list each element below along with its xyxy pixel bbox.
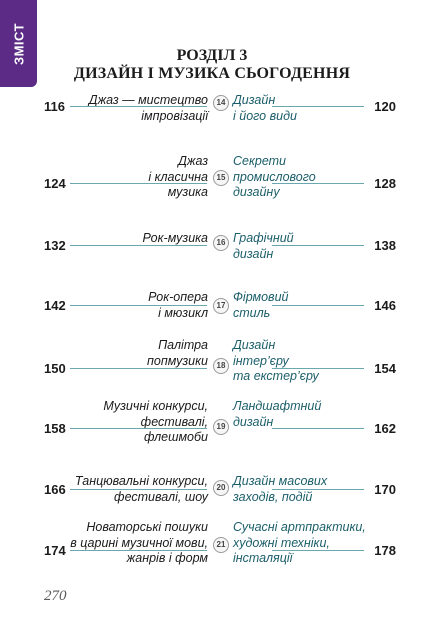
- leader-line-right: [272, 305, 364, 306]
- lesson-number-badge: 20: [213, 480, 229, 496]
- section-subtitle: ДИЗАЙН І МУЗИКА СЬОГОДЕННЯ: [73, 65, 351, 82]
- right-page-number[interactable]: 138: [374, 238, 396, 253]
- lesson-number-badge: 17: [213, 298, 229, 314]
- left-page-number[interactable]: 150: [44, 361, 66, 376]
- design-topic-line: художні техніки,: [233, 535, 330, 550]
- music-topic-title[interactable]: Джаз і класична музика: [148, 154, 208, 201]
- music-topic-title[interactable]: Новаторські пошуки в царині музичної мови…: [70, 520, 208, 567]
- music-topic-line: в царині музичної мови,: [70, 535, 208, 550]
- design-topic-line: дизайн: [233, 414, 274, 429]
- leader-line-left: [70, 106, 207, 107]
- leader-line-right: [272, 183, 364, 184]
- left-page-number[interactable]: 116: [44, 99, 65, 114]
- design-topic-line: дизайну: [233, 185, 280, 199]
- lesson-number-badge: 18: [213, 358, 229, 374]
- design-topic-title[interactable]: Дизайн інтер’єру та екстер’єру: [233, 338, 319, 385]
- music-topic-line: жанрів і форм: [126, 551, 208, 565]
- right-page-number[interactable]: 128: [374, 176, 396, 191]
- section-title: РОЗДІЛ 3: [176, 47, 248, 64]
- right-page-number[interactable]: 154: [374, 361, 396, 376]
- leader-line-right: [272, 428, 364, 429]
- design-topic-line: Сучасні артпрактики,: [233, 520, 366, 534]
- design-topic-line: та екстер’єру: [233, 369, 319, 383]
- design-topic-line: інтер’єру: [233, 353, 289, 368]
- design-topic-line: стиль: [233, 305, 271, 320]
- leader-line-left: [70, 183, 207, 184]
- design-topic-title[interactable]: Фірмовий стиль: [233, 290, 288, 321]
- design-topic-title[interactable]: Дизайн масових заходів, подій: [233, 474, 327, 505]
- design-topic-title[interactable]: Ландшафтний дизайн: [233, 399, 321, 430]
- music-topic-line: попмузики: [146, 353, 208, 368]
- music-topic-line: Рок-опера: [148, 290, 208, 304]
- design-topic-line: Фірмовий: [233, 290, 289, 304]
- music-topic-line: музика: [167, 185, 208, 199]
- leader-line-right: [272, 245, 364, 246]
- contents-tab: ЗМІСТ: [0, 0, 37, 87]
- design-topic-line: дизайн: [233, 246, 274, 261]
- right-page-number[interactable]: 120: [374, 99, 396, 114]
- design-topic-line: Графічний: [233, 231, 294, 245]
- design-topic-line: і його види: [233, 108, 297, 123]
- leader-line-left: [70, 245, 207, 246]
- design-topic-line: Секрети: [233, 154, 287, 168]
- design-topic-line: Дизайн: [233, 93, 276, 107]
- design-topic-line: інсталяції: [233, 551, 293, 565]
- right-page-number[interactable]: 178: [374, 543, 396, 558]
- page-number: 270: [44, 588, 67, 604]
- music-topic-title[interactable]: Джаз — мистецтво імпровізації: [89, 93, 208, 124]
- music-topic-title[interactable]: Танцювальні конкурси, фестивалі, шоу: [75, 474, 208, 505]
- left-page-number[interactable]: 166: [44, 482, 66, 497]
- design-topic-title[interactable]: Дизайн і його види: [233, 93, 297, 124]
- lesson-number-badge: 16: [213, 235, 229, 251]
- design-topic-title[interactable]: Сучасні артпрактики, художні техніки, інст…: [233, 520, 366, 567]
- design-topic-line: Дизайн масових: [233, 474, 328, 488]
- lesson-number-badge: 21: [213, 537, 229, 553]
- music-topic-line: Рок-музика: [142, 231, 208, 245]
- leader-line-right: [272, 106, 364, 107]
- music-topic-title[interactable]: Рок-музика: [142, 231, 208, 247]
- music-topic-title[interactable]: Музичні конкурси, фестивалі, флешмоби: [103, 399, 208, 446]
- music-topic-line: фестивалі,: [140, 414, 208, 429]
- design-topic-title[interactable]: Графічний дизайн: [233, 231, 294, 262]
- music-topic-title[interactable]: Палітра попмузики: [147, 338, 208, 369]
- left-page-number[interactable]: 124: [44, 176, 66, 191]
- music-topic-line: Палітра: [158, 338, 208, 352]
- music-topic-title[interactable]: Рок-опера і мюзикл: [148, 290, 208, 321]
- leader-line-right: [272, 489, 364, 490]
- music-topic-line: і мюзикл: [158, 305, 208, 320]
- music-topic-line: флешмоби: [143, 430, 208, 444]
- left-page-number[interactable]: 174: [44, 543, 66, 558]
- left-page-number[interactable]: 132: [44, 238, 66, 253]
- lesson-number-badge: 14: [213, 95, 229, 111]
- design-topic-line: заходів, подій: [233, 489, 313, 504]
- design-topic-title[interactable]: Секрети промислового дизайну: [233, 154, 316, 201]
- right-page-number[interactable]: 162: [374, 421, 396, 436]
- right-page-number[interactable]: 146: [374, 298, 396, 313]
- music-topic-line: Джаз — мистецтво: [88, 93, 208, 107]
- left-page-number[interactable]: 158: [44, 421, 66, 436]
- leader-line-left: [70, 489, 207, 490]
- leader-line-left: [70, 550, 207, 551]
- design-topic-line: промислового: [233, 169, 316, 184]
- music-topic-line: Танцювальні конкурси,: [74, 474, 208, 488]
- music-topic-line: Новаторські пошуки: [86, 520, 208, 534]
- design-topic-line: Дизайн: [233, 338, 276, 352]
- music-topic-line: імпровізації: [141, 108, 208, 123]
- music-topic-line: Музичні конкурси,: [103, 399, 208, 413]
- music-topic-line: Джаз: [178, 154, 208, 168]
- music-topic-line: фестивалі, шоу: [113, 489, 208, 504]
- design-topic-line: Ландшафтний: [233, 399, 322, 413]
- leader-line-left: [70, 428, 207, 429]
- leader-line-left: [70, 305, 207, 306]
- leader-line-right: [272, 368, 364, 369]
- leader-line-left: [70, 368, 207, 369]
- leader-line-right: [272, 550, 364, 551]
- right-page-number[interactable]: 170: [374, 482, 396, 497]
- left-page-number[interactable]: 142: [44, 298, 66, 313]
- lesson-number-badge: 19: [213, 419, 229, 435]
- lesson-number-badge: 15: [213, 170, 229, 186]
- music-topic-line: і класична: [148, 169, 208, 184]
